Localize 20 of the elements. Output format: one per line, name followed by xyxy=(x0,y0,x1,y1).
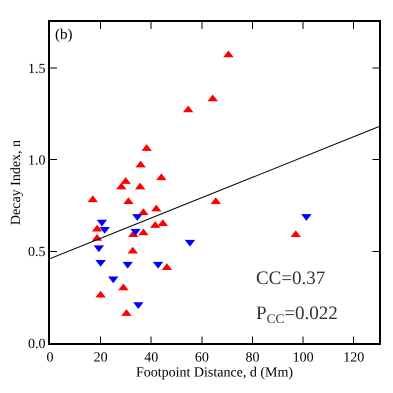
point xyxy=(88,195,98,202)
y-tick-label: 0.5 xyxy=(28,245,46,260)
x-tick-label: 40 xyxy=(144,350,158,366)
annotation: P$_{CC}$=0.022 xyxy=(256,303,338,326)
annotation: CC=0.37 xyxy=(256,268,326,289)
x-tick-label: 60 xyxy=(194,350,209,366)
x-tick-label: 0 xyxy=(46,350,54,366)
y-axis-title: Decay Index, n xyxy=(9,140,24,226)
x-tick-label: 20 xyxy=(94,350,108,366)
x-tick-label: 80 xyxy=(245,350,260,366)
y-tick-label: 1.0 xyxy=(28,153,46,168)
x-tick-label: 120 xyxy=(343,350,364,366)
x-axis-title: Footpoint Distance, d (Mm) xyxy=(136,366,294,381)
point xyxy=(290,230,301,238)
x-tick-label: 100 xyxy=(292,350,314,366)
chart-title: (b) xyxy=(55,27,72,43)
y-tick-label: 0.0 xyxy=(28,336,46,352)
point xyxy=(128,246,138,254)
y-tick-label: 1.5 xyxy=(28,62,46,77)
point xyxy=(210,197,221,204)
